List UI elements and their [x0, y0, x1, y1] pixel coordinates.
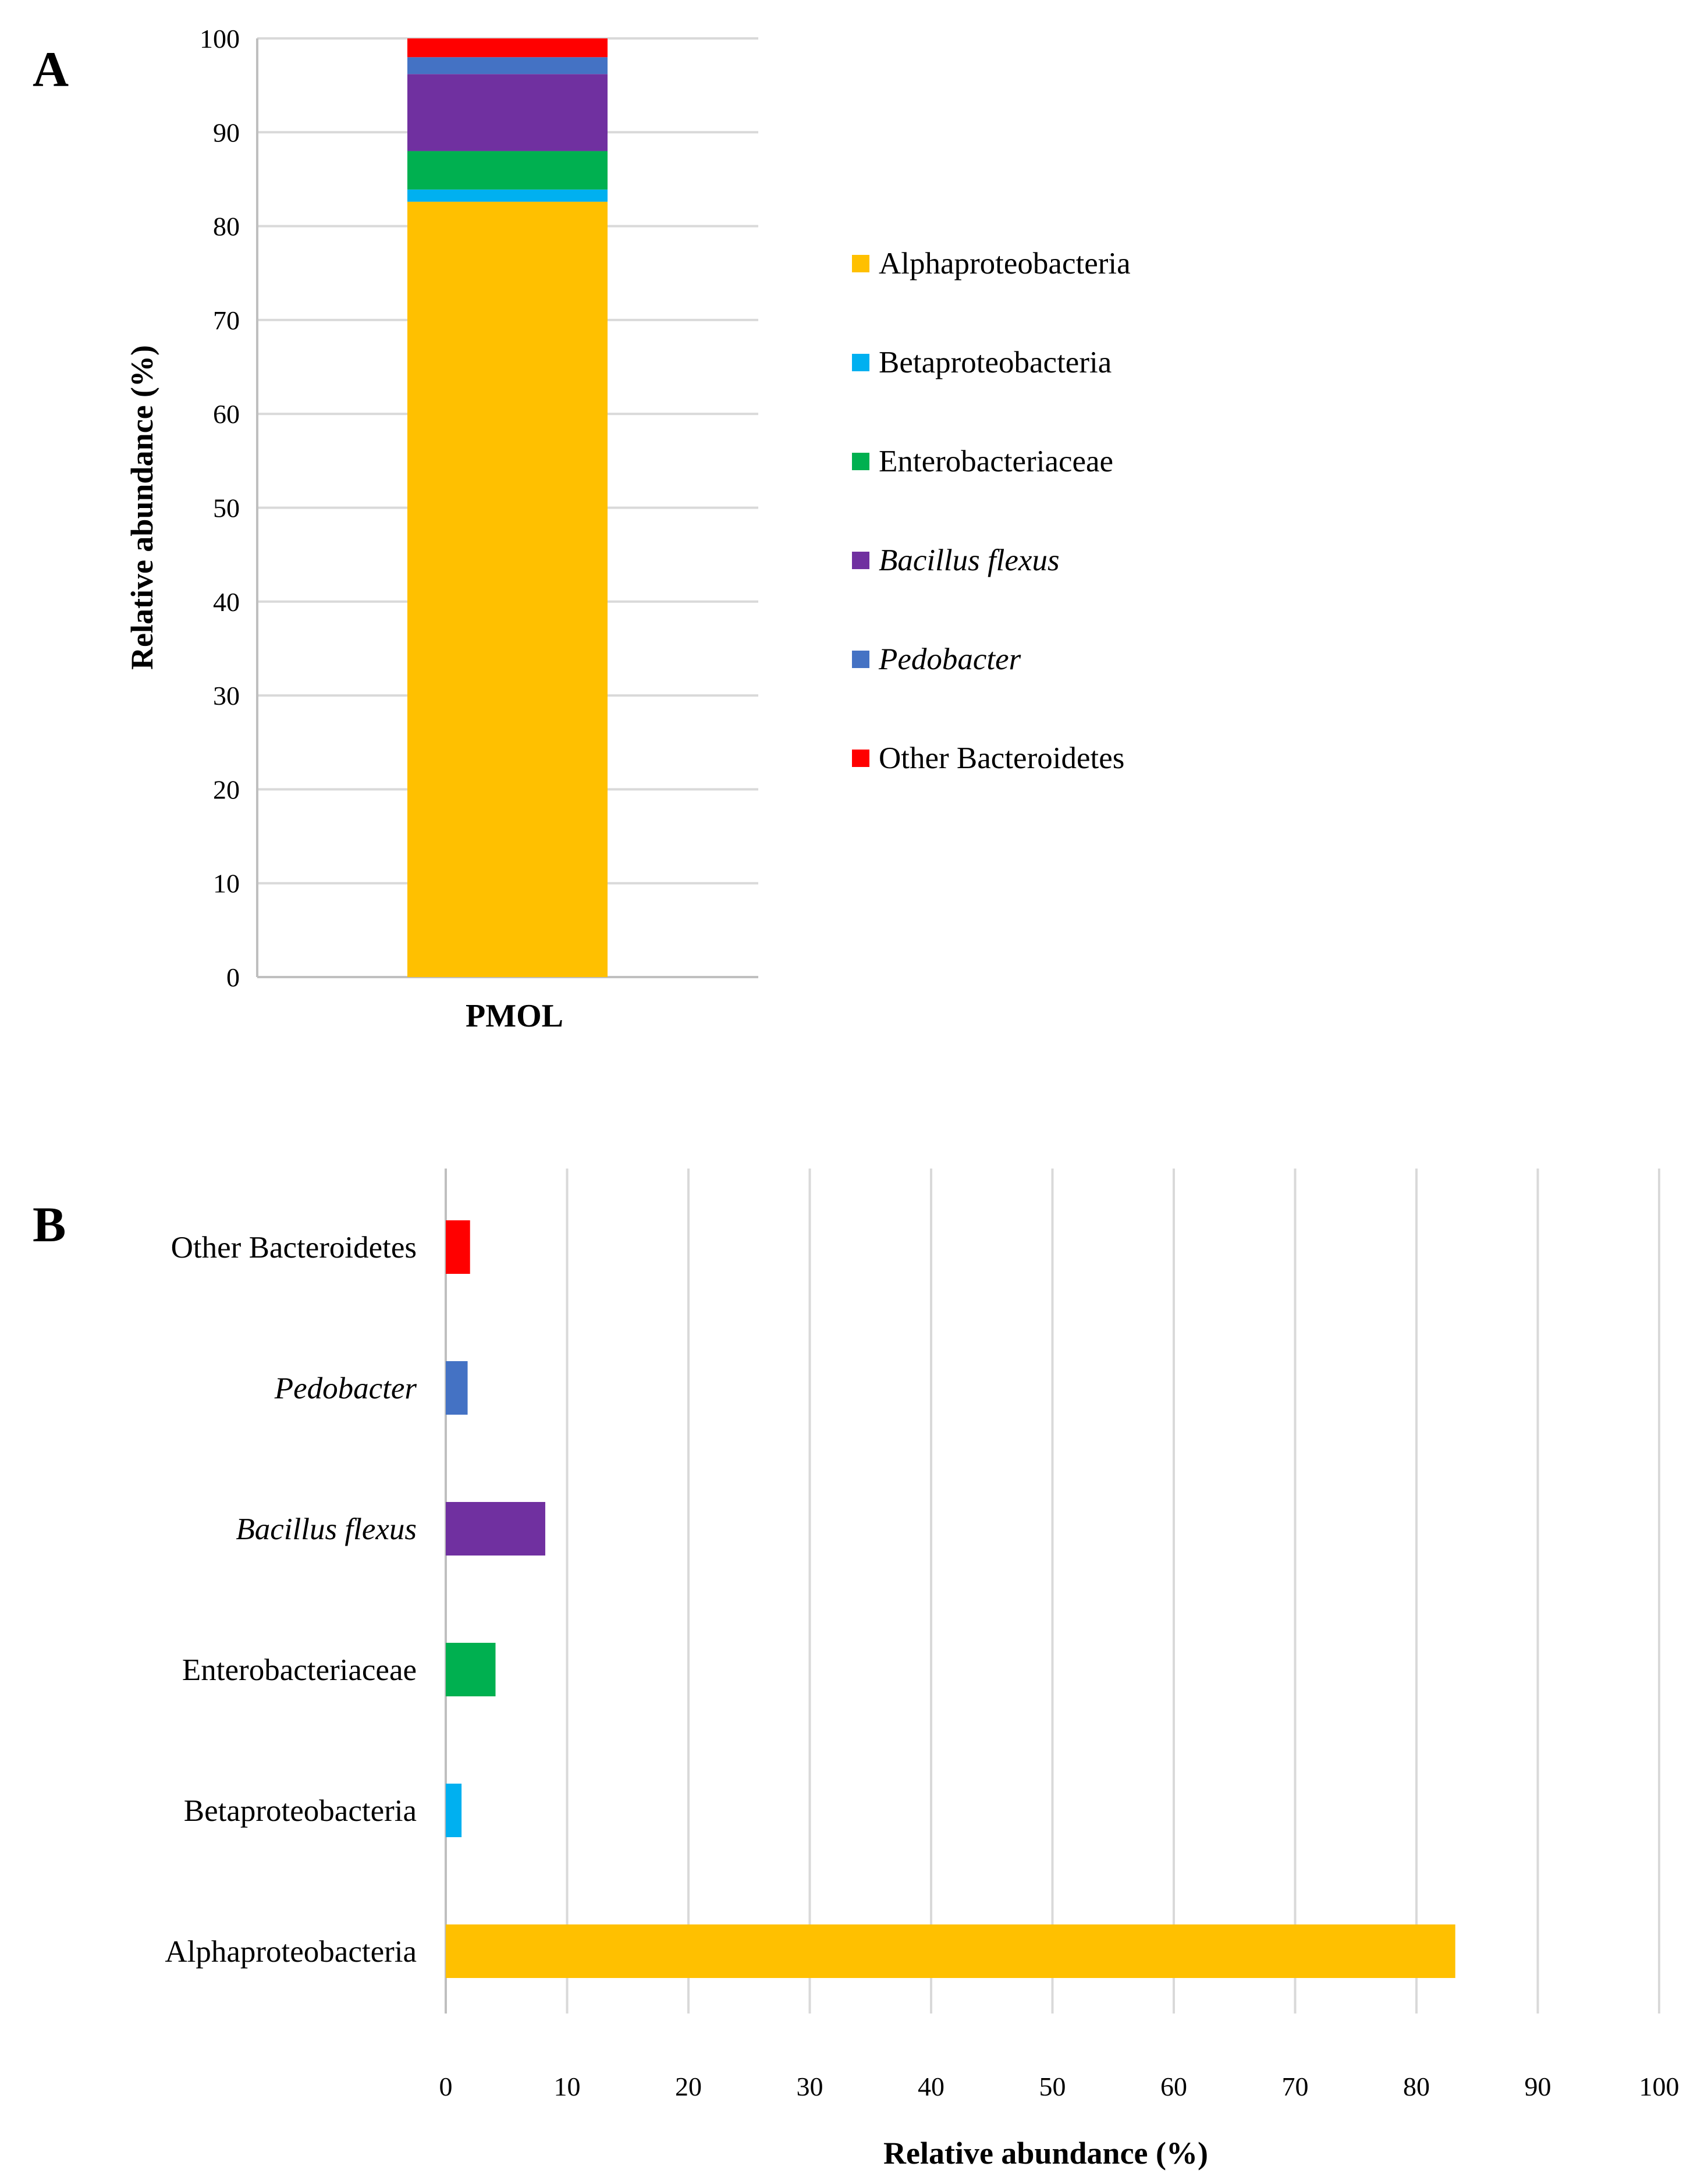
panel-b-letter: B	[33, 1196, 66, 1252]
panel-a-y-tick-label: 30	[213, 681, 240, 711]
legend-label-betaproteobacteria: Betaproteobacteria	[879, 346, 1112, 379]
panel-b-x-tick-label: 90	[1525, 2072, 1551, 2101]
panel-b-x-tick-label: 100	[1639, 2072, 1679, 2101]
panel-b-x-tick-label: 60	[1160, 2072, 1187, 2101]
panel-b-category-label-bacillus-flexus: Bacillus flexus	[236, 1512, 417, 1546]
panel-a-y-tick-label: 0	[226, 963, 240, 992]
panel-b-bar-pedobacter	[446, 1361, 468, 1415]
panel-a-y-tick-label: 80	[213, 212, 240, 242]
panel-b-bar-betaproteobacteria	[446, 1784, 462, 1837]
panel-b-x-tick-label: 40	[918, 2072, 944, 2101]
panel-a-category-label: PMOL	[466, 998, 563, 1034]
panel-b-category-label-pedobacter: Pedobacter	[274, 1372, 417, 1405]
panel-b-bars	[446, 1220, 1455, 1978]
panel-b-x-tick-label: 80	[1403, 2072, 1430, 2101]
panel-b-x-tick-label: 10	[554, 2072, 581, 2101]
panel-b-x-tick-label: 0	[439, 2072, 453, 2101]
panel-a-segment-other-bacteroidetes	[407, 38, 608, 58]
panel-a-segment-pedobacter	[407, 57, 608, 74]
legend-swatch-betaproteobacteria	[852, 354, 869, 371]
panel-a-segment-bacillus-flexus	[407, 74, 608, 151]
panel-b-bar-bacillus-flexus	[446, 1502, 545, 1556]
panel-a-y-ticks: 0 10 20 30 40 50 60 70 80 90 100	[200, 24, 240, 992]
legend-swatch-bacillus-flexus	[852, 552, 869, 569]
panel-b-bar-other-bacteroidetes	[446, 1220, 470, 1274]
panel-a-legend: Alphaproteobacteria Betaproteobacteria Ent…	[852, 247, 1131, 775]
legend-label-enterobacteriaceae: Enterobacteriaceae	[879, 445, 1113, 478]
panel-a-y-tick-label: 90	[213, 118, 240, 147]
panel-a-y-tick-label: 60	[213, 399, 240, 429]
panel-b-x-ticks: 0 10 20 30 40 50 60 70 80 90 100	[439, 2072, 1679, 2101]
panel-a: A 0 10 20 30 40 50 60 70 80 90 100 Relative abunda…	[33, 24, 1131, 1034]
panel-b-x-tick-label: 50	[1039, 2072, 1066, 2101]
panel-a-letter: A	[33, 41, 69, 97]
panel-b-category-label-other-bacteroidetes: Other Bacteroidetes	[171, 1231, 417, 1265]
panel-a-y-tick-label: 10	[213, 869, 240, 899]
panel-b-x-tick-label: 30	[797, 2072, 823, 2101]
panel-b-bar-alphaproteobacteria	[446, 1924, 1455, 1978]
legend-swatch-other-bacteroidetes	[852, 750, 869, 767]
panel-a-y-tick-label: 70	[213, 306, 240, 335]
panel-b-x-axis-title: Relative abundance (%)	[883, 2136, 1208, 2171]
panel-b-category-label-betaproteobacteria: Betaproteobacteria	[184, 1794, 417, 1828]
panel-a-y-tick-label: 50	[213, 493, 240, 523]
panel-b-category-label-alphaproteobacteria: Alphaproteobacteria	[165, 1935, 417, 1969]
panel-b-category-labels: Other Bacteroidetes Pedobacter Bacillus fl…	[165, 1231, 417, 1969]
panel-b: B 0 10 20 30 40 50 60 70 80 90 100 Other Bacteroid…	[33, 1169, 1679, 2171]
panel-b-gridlines	[445, 1169, 1660, 2013]
legend-label-alphaproteobacteria: Alphaproteobacteria	[879, 247, 1131, 280]
legend-label-pedobacter: Pedobacter	[878, 642, 1021, 676]
panel-a-y-axis-title: Relative abundance (%)	[125, 345, 159, 670]
panel-a-segment-betaproteobacteria	[407, 189, 608, 202]
legend-label-other-bacteroidetes: Other Bacteroidetes	[879, 741, 1124, 775]
panel-a-y-tick-label: 40	[213, 587, 240, 617]
legend-label-bacillus-flexus: Bacillus flexus	[879, 544, 1060, 577]
panel-a-y-tick-label: 20	[213, 775, 240, 804]
panel-b-x-tick-label: 70	[1282, 2072, 1309, 2101]
legend-swatch-enterobacteriaceae	[852, 453, 869, 470]
panel-a-y-tick-label: 100	[200, 24, 240, 54]
panel-b-category-label-enterobacteriaceae: Enterobacteriaceae	[182, 1653, 417, 1687]
legend-swatch-alphaproteobacteria	[852, 255, 869, 272]
panel-a-segment-enterobacteriaceae	[407, 151, 608, 190]
panel-a-segment-alphaproteobacteria	[407, 201, 608, 977]
panel-b-x-tick-label: 20	[675, 2072, 702, 2101]
panel-b-bar-enterobacteriaceae	[446, 1643, 496, 1696]
legend-swatch-pedobacter	[852, 651, 869, 668]
panel-a-stacked-bar	[407, 38, 608, 977]
